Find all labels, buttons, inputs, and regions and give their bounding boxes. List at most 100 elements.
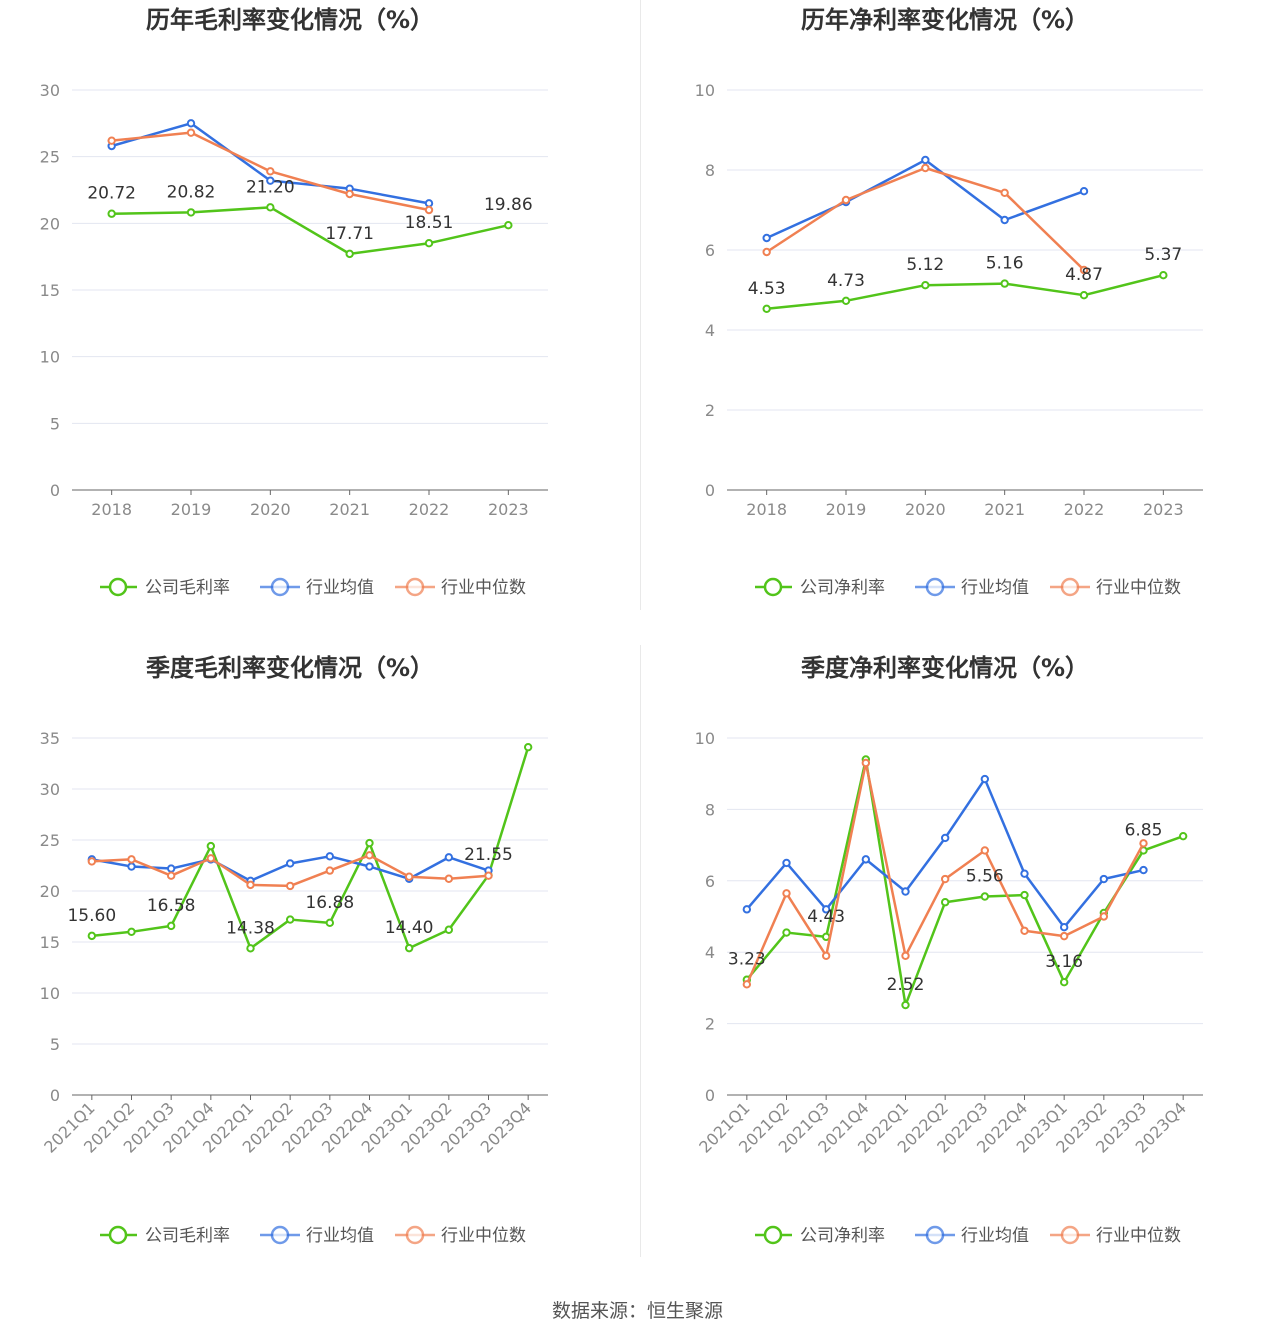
x-tick-label: 2019 (171, 500, 212, 519)
legend-swatch-marker (925, 577, 945, 597)
data-label: 2.52 (887, 975, 925, 995)
chart-annual-gross-margin: 历年毛利率变化情况（%） 0 5 10 15 20 25 30 2018 2019 2020 2021… (0, 0, 638, 640)
data-point-median (1079, 265, 1089, 275)
data-point-company (107, 209, 116, 218)
data-point-median (901, 951, 910, 960)
chart-title: 历年净利率变化情况（%） (801, 6, 1089, 34)
data-label: 18.51 (405, 213, 454, 233)
legend-swatch-marker (925, 1225, 945, 1245)
y-tick-label: 6 (705, 241, 715, 260)
data-point-company (404, 943, 414, 953)
data-point-company (365, 838, 374, 848)
data-point-avg (325, 852, 335, 861)
data-point-median (325, 866, 335, 875)
legend-label: 行业中位数 (1096, 1226, 1181, 1246)
legend-label: 公司净利率 (800, 578, 885, 598)
data-point-company (901, 1000, 910, 1010)
data-point-avg (186, 119, 196, 128)
data-point-avg (980, 774, 990, 784)
data-point-avg (742, 905, 752, 914)
data-point-avg (1020, 869, 1029, 878)
data-point-avg (1000, 215, 1009, 225)
y-tick-label: 30 (40, 81, 60, 100)
data-label: 3.16 (1045, 952, 1083, 972)
data-point-company (246, 944, 255, 953)
y-tick-label: 10 (40, 984, 60, 1003)
data-point-company (345, 249, 354, 259)
data-point-median (127, 855, 136, 864)
data-point-company (87, 931, 97, 941)
series-line-company (91, 746, 530, 950)
data-source-footer: 数据来源：恒生聚源 (551, 1300, 723, 1322)
data-label: 21.55 (464, 845, 513, 865)
legend-label: 行业中位数 (441, 578, 526, 598)
data-point-avg (444, 853, 454, 862)
y-tick-label: 0 (705, 1086, 715, 1105)
data-point-median (206, 854, 216, 863)
data-point-company (782, 928, 791, 937)
y-tick-label: 4 (705, 321, 715, 340)
data-point-avg (762, 233, 771, 243)
legend-swatch-marker (763, 1225, 783, 1245)
data-point-avg (782, 858, 791, 868)
legend-label: 行业均值 (306, 578, 374, 598)
y-tick-label: 15 (40, 933, 60, 952)
data-label: 20.72 (87, 184, 136, 204)
data-point-company (1178, 831, 1188, 841)
data-point-company (325, 918, 335, 928)
x-tick-label: 2021 (329, 500, 370, 519)
data-point-median (1000, 188, 1009, 198)
vertical-divider-bottom (640, 645, 641, 1257)
data-label: 19.86 (484, 195, 533, 215)
chart-svg: 历年净利率变化情况（%） 0 2 4 6 8 10 2018 2019 2020 2021 2022 2… (695, 6, 1203, 598)
data-point-company (841, 296, 851, 305)
data-point-company (1159, 271, 1168, 280)
y-tick-label: 2 (705, 401, 715, 420)
legend-label: 公司毛利率 (145, 1226, 230, 1246)
data-point-company (504, 221, 513, 230)
data-point-median (87, 857, 97, 866)
data-point-company (127, 927, 136, 936)
y-tick-label: 10 (695, 81, 715, 100)
data-point-avg (861, 855, 871, 864)
data-point-company (1000, 279, 1009, 288)
data-point-avg (1059, 923, 1069, 932)
data-point-median (404, 872, 414, 881)
data-point-median (821, 951, 831, 960)
data-label: 16.88 (305, 893, 354, 913)
data-point-avg (127, 862, 136, 871)
y-tick-label: 35 (40, 729, 60, 748)
data-point-median (365, 851, 374, 860)
x-tick-label: 2018 (746, 500, 787, 519)
legend-label: 行业中位数 (441, 1226, 526, 1246)
legend-label: 行业均值 (306, 1226, 374, 1246)
legend-swatch-marker (270, 1225, 290, 1245)
data-point-median (285, 881, 295, 891)
legend-swatch-marker (108, 577, 128, 597)
data-label: 5.37 (1144, 245, 1182, 265)
data-point-median (940, 874, 950, 884)
data-point-median (762, 247, 771, 257)
y-tick-label: 25 (40, 831, 60, 850)
x-tick-label: 2020 (250, 500, 291, 519)
data-label: 5.16 (986, 254, 1024, 274)
data-label: 4.43 (807, 907, 845, 927)
data-point-median (246, 880, 255, 890)
chart-svg: 季度毛利率变化情况（%）051015202530352021Q12021Q220… (40, 654, 548, 1246)
data-point-median (186, 128, 196, 137)
legend-label: 行业均值 (961, 578, 1029, 598)
data-point-median (1020, 926, 1029, 935)
chart-title: 季度毛利率变化情况（%） (146, 654, 434, 682)
data-point-company (1020, 890, 1029, 900)
chart-svg: 历年毛利率变化情况（%） 0 5 10 15 20 25 30 2018 2019 2020 2021… (40, 6, 548, 598)
chart-svg: 季度净利率变化情况（%）02468102021Q12021Q22021Q3202… (695, 654, 1203, 1246)
data-point-median (1059, 931, 1069, 941)
data-point-company (1059, 977, 1069, 987)
data-point-company (980, 892, 990, 901)
data-point-company (1079, 291, 1089, 300)
y-tick-label: 30 (40, 780, 60, 799)
data-label: 6.85 (1125, 820, 1163, 840)
y-tick-label: 0 (705, 481, 715, 500)
data-point-avg (285, 859, 295, 868)
data-point-avg (1139, 865, 1148, 875)
